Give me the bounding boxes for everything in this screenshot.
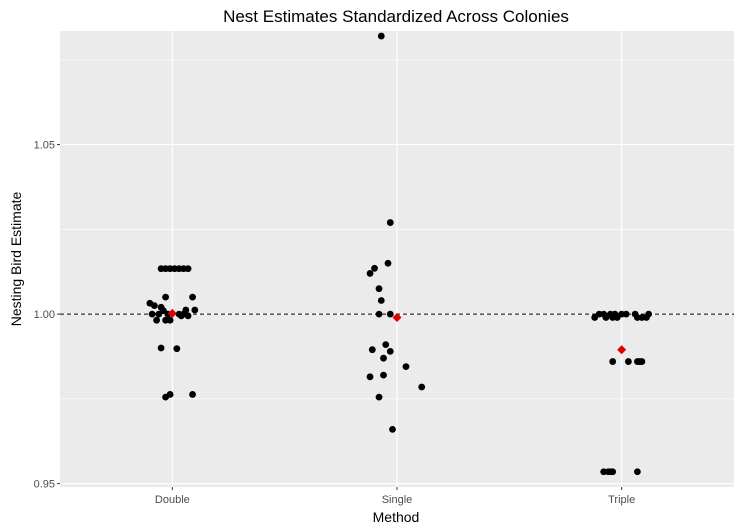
x-tick-label: Double <box>155 494 190 506</box>
data-point <box>157 344 165 352</box>
x-axis-title: Method <box>373 509 420 525</box>
data-point <box>386 310 394 318</box>
x-axis: Double Single Triple <box>155 487 635 506</box>
data-point <box>380 354 387 362</box>
data-point <box>382 341 390 349</box>
data-point <box>191 306 199 314</box>
data-point <box>177 312 185 320</box>
data-point <box>166 391 174 398</box>
data-point <box>622 310 630 318</box>
data-point <box>609 358 617 365</box>
data-point <box>189 293 196 301</box>
grid-lines <box>60 31 734 487</box>
data-point <box>380 371 387 379</box>
data-point <box>377 32 385 40</box>
y-tick-label: 1.00 <box>34 309 55 321</box>
data-point <box>366 270 374 277</box>
mean-marker <box>167 308 177 318</box>
y-axis: 0.95 1.00 1.05 <box>34 140 60 491</box>
mean-markers <box>167 308 627 355</box>
data-point <box>153 316 161 324</box>
data-point <box>173 345 181 353</box>
y-tick-label: 0.95 <box>34 479 55 491</box>
data-point <box>638 358 646 365</box>
data-point <box>166 316 174 324</box>
mean-marker <box>392 312 402 322</box>
data-point <box>609 468 617 476</box>
data-point <box>184 312 192 320</box>
data-point <box>633 468 641 476</box>
x-tick-label: Triple <box>608 494 635 506</box>
data-point <box>184 265 192 273</box>
chart-title: Nest Estimates Standardized Across Colon… <box>223 7 569 26</box>
data-point <box>182 306 190 314</box>
data-point <box>645 310 653 318</box>
data-point <box>389 425 396 433</box>
data-point <box>150 302 158 310</box>
data-point <box>384 259 392 267</box>
data-point <box>155 310 163 318</box>
data-point <box>377 297 385 304</box>
data-point <box>371 264 378 272</box>
data-point <box>162 293 169 301</box>
data-point <box>189 391 196 398</box>
data-point <box>375 310 383 318</box>
data-point <box>366 373 374 381</box>
data-point <box>375 285 383 293</box>
x-tick-label: Single <box>382 494 413 506</box>
data-point <box>625 358 632 365</box>
y-axis-title: Nesting Bird Estimate <box>8 191 24 326</box>
y-tick-label: 1.05 <box>34 140 55 152</box>
data-point <box>375 393 383 401</box>
data-point <box>386 219 394 226</box>
data-point <box>418 383 426 391</box>
data-points <box>146 32 653 476</box>
data-point <box>386 347 394 355</box>
data-point <box>368 346 376 354</box>
mean-marker <box>617 345 627 355</box>
data-point <box>148 310 156 318</box>
data-point <box>402 363 410 371</box>
